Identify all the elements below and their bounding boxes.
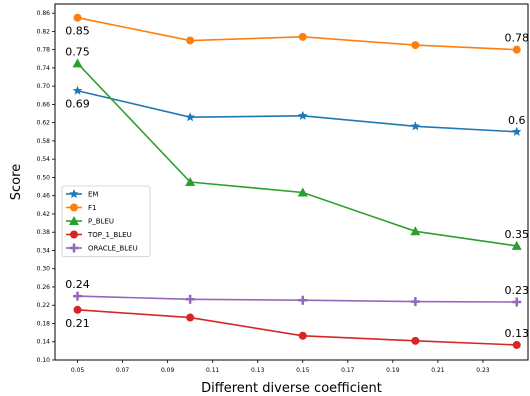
legend-label: ORACLE_BLEU	[88, 245, 138, 253]
data-point	[512, 45, 521, 54]
y-tick-label: 0.46	[37, 193, 51, 200]
x-tick-label: 0.15	[296, 367, 310, 374]
legend: EM F1 P_BLEU TOP_1_BLEU ORACLE_BLEU	[61, 185, 151, 257]
y-tick-label: 0.34	[37, 247, 51, 254]
x-tick-label: 0.11	[206, 367, 220, 374]
y-tick-label: 0.18	[37, 320, 51, 327]
x-axis-title: Different diverse coefficient	[201, 381, 382, 396]
data-label: 0.13	[504, 327, 529, 340]
y-tick-label: 0.14	[37, 339, 51, 346]
data-label: 0.69	[65, 98, 90, 111]
plot-frame	[54, 3, 529, 361]
y-tick-label: 0.30	[37, 266, 51, 273]
data-point	[411, 336, 420, 345]
x-tick-label: 0.17	[341, 367, 355, 374]
series-f1: 0.85 0.78	[65, 13, 529, 54]
x-tick-label: 0.13	[251, 367, 265, 374]
y-tick-label: 0.42	[37, 211, 51, 218]
data-point	[511, 126, 522, 136]
legend-marker	[70, 203, 78, 212]
data-point	[298, 295, 308, 305]
data-label: 0.35	[504, 228, 529, 241]
data-point	[298, 110, 308, 120]
y-tick-label: 0.62	[37, 120, 51, 127]
x-tick-label: 0.23	[476, 367, 490, 374]
legend-label: P_BLEU	[88, 218, 114, 226]
data-point	[298, 32, 307, 41]
y-tick-label: 0.22	[37, 302, 51, 309]
data-label: 0.21	[65, 317, 90, 330]
legend-marker	[69, 216, 79, 225]
data-point	[410, 226, 421, 236]
data-point	[410, 121, 421, 131]
data-point	[411, 41, 420, 50]
x-tick-label: 0.09	[161, 367, 175, 374]
data-point	[185, 294, 195, 304]
y-tick-label: 0.50	[37, 174, 51, 181]
data-point	[73, 13, 82, 22]
legend-item: P_BLEU	[66, 216, 114, 226]
series-em: 0.69 0.6	[65, 85, 526, 136]
legend-item: F1	[66, 203, 96, 212]
data-label: 0.23	[504, 284, 529, 297]
data-label: 0.6	[508, 114, 526, 127]
data-label: 0.85	[65, 25, 90, 38]
y-tick-label: 0.10	[37, 357, 51, 364]
y-tick-label: 0.86	[37, 10, 51, 17]
legend-box	[61, 185, 151, 257]
y-tick-label: 0.78	[37, 47, 51, 54]
legend-label: F1	[88, 204, 96, 212]
data-point	[73, 291, 83, 301]
data-point	[410, 297, 420, 307]
y-tick-label: 0.38	[37, 229, 51, 236]
y-tick-label: 0.26	[37, 284, 51, 291]
data-point	[72, 85, 83, 95]
data-point	[512, 340, 521, 349]
y-tick-label: 0.66	[37, 101, 51, 108]
data-point	[185, 177, 196, 186]
x-tick-label: 0.07	[116, 367, 130, 374]
legend-item: TOP_1_BLEU	[66, 230, 132, 239]
data-point	[297, 187, 308, 197]
y-axis-title: Score	[9, 164, 24, 200]
legend-label: TOP_1_BLEU	[87, 231, 132, 239]
data-point	[298, 331, 307, 340]
data-point	[73, 305, 82, 314]
data-point	[185, 112, 195, 122]
data-label: 0.24	[65, 278, 90, 291]
series-p-bleu: 0.75 0.35	[65, 45, 529, 250]
data-label: 0.75	[65, 45, 90, 58]
x-tick-label: 0.21	[431, 367, 445, 374]
x-tick-label: 0.05	[71, 367, 85, 374]
data-point	[511, 240, 522, 250]
data-point	[186, 36, 195, 45]
y-tick-label: 0.70	[37, 83, 51, 90]
legend-item: EM	[66, 189, 98, 199]
y-tick-label: 0.58	[37, 138, 51, 145]
data-label: 0.78	[504, 32, 529, 45]
legend-label: EM	[88, 191, 98, 199]
legend-marker	[69, 189, 79, 199]
legend-marker	[69, 243, 79, 253]
data-point	[186, 313, 195, 322]
series-top-1-bleu: 0.21 0.13	[65, 305, 529, 349]
y-tick-label: 0.74	[37, 65, 51, 72]
data-point	[72, 58, 83, 68]
legend-item: ORACLE_BLEU	[66, 243, 138, 253]
series-oracle-bleu: 0.24 0.23	[65, 278, 529, 307]
plot-area: 0.10 0.14 0.18 0.22 0.26 0.30 0.34 0.38 0.42 0.46…	[37, 3, 529, 374]
x-tick-label: 0.19	[386, 367, 400, 374]
legend-marker	[70, 230, 78, 239]
y-tick-label: 0.82	[37, 28, 51, 35]
y-tick-label: 0.54	[37, 156, 51, 163]
data-point	[512, 297, 522, 307]
